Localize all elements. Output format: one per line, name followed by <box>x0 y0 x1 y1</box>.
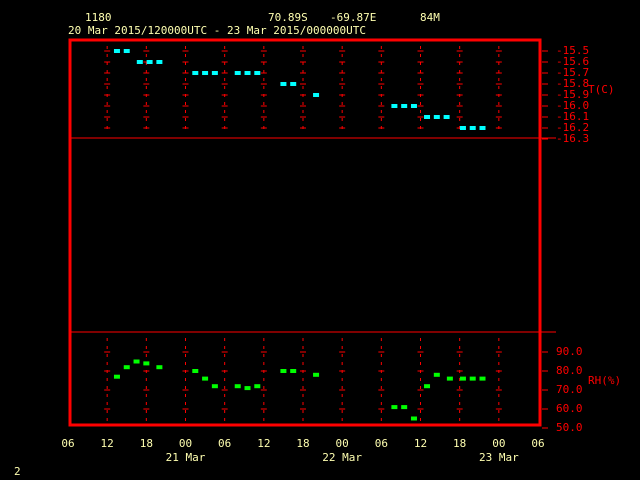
y-tick-label: -16.0 <box>556 99 589 112</box>
data-point <box>254 71 261 75</box>
data-point <box>192 369 199 373</box>
x-tick-label: 06 <box>531 437 544 450</box>
data-point <box>156 60 163 64</box>
data-point <box>479 126 486 130</box>
data-point <box>391 405 398 410</box>
y-tick-label: 50.0 <box>556 421 583 434</box>
data-point <box>459 126 466 130</box>
data-point <box>146 60 153 64</box>
data-point <box>254 384 261 389</box>
y-tick-label: 90.0 <box>556 345 583 358</box>
data-point <box>123 49 130 53</box>
x-tick-label: 00 <box>336 437 349 450</box>
data-point <box>479 376 486 381</box>
y-tick-label: -16.2 <box>556 121 589 134</box>
data-point <box>280 369 287 373</box>
data-point <box>192 71 199 75</box>
x-tick-label: 12 <box>257 437 270 450</box>
data-point <box>244 71 251 75</box>
data-point <box>211 384 218 389</box>
x-tick-label: 18 <box>296 437 309 450</box>
data-point <box>459 376 466 381</box>
x-day-label: 23 Mar <box>479 451 519 464</box>
data-point <box>234 71 241 75</box>
data-point <box>113 49 120 53</box>
y-tick-label: -16.1 <box>556 110 589 123</box>
data-point <box>211 71 218 75</box>
data-point <box>313 372 320 377</box>
data-point <box>469 126 476 130</box>
data-point <box>433 372 440 377</box>
data-point <box>469 376 476 381</box>
y-axis-label: T(C) <box>588 83 615 96</box>
x-tick-label: 06 <box>375 437 388 450</box>
data-point <box>156 365 163 370</box>
data-point <box>290 369 297 373</box>
longitude: -69.87E <box>330 11 376 24</box>
x-tick-label: 06 <box>61 437 74 450</box>
y-tick-label: -15.8 <box>556 77 589 90</box>
x-tick-label: 12 <box>101 437 114 450</box>
x-tick-label: 18 <box>453 437 466 450</box>
data-point <box>234 384 241 389</box>
x-day-label: 21 Mar <box>166 451 206 464</box>
data-point <box>424 384 431 389</box>
data-point <box>410 104 417 108</box>
data-point <box>244 386 251 391</box>
y-tick-label: -15.9 <box>556 88 589 101</box>
data-point <box>136 60 143 64</box>
data-point <box>313 93 320 97</box>
x-tick-label: 00 <box>492 437 505 450</box>
elevation: 84M <box>420 11 440 24</box>
data-point <box>446 376 453 381</box>
data-point <box>433 115 440 119</box>
data-point <box>143 361 150 366</box>
x-day-label: 22 Mar <box>322 451 362 464</box>
y-tick-label: -16.3 <box>556 132 589 145</box>
y-tick-label: -15.7 <box>556 66 589 79</box>
y-tick-label: -15.6 <box>556 55 589 68</box>
x-tick-label: 00 <box>179 437 192 450</box>
page-number: 2 <box>14 465 21 478</box>
data-point <box>401 104 408 108</box>
frame <box>68 38 542 427</box>
station-id: 1180 <box>85 11 112 24</box>
data-point <box>290 82 297 86</box>
period: 20 Mar 2015/120000UTC - 23 Mar 2015/0000… <box>68 24 366 37</box>
data-point <box>410 416 417 421</box>
latitude: 70.89S <box>268 11 308 24</box>
data-point <box>424 115 431 119</box>
y-axis-label: RH(%) <box>588 374 621 387</box>
x-tick-label: 18 <box>140 437 153 450</box>
data-point <box>113 374 120 379</box>
y-tick-label: -15.5 <box>556 44 589 57</box>
data-point <box>280 82 287 86</box>
data-point <box>401 405 408 410</box>
x-tick-label: 06 <box>218 437 231 450</box>
data-point <box>202 376 209 381</box>
data-point <box>202 71 209 75</box>
data-point <box>391 104 398 108</box>
data-point <box>443 115 450 119</box>
data-point <box>123 365 130 370</box>
y-tick-label: 60.0 <box>556 402 583 415</box>
y-tick-label: 70.0 <box>556 383 583 396</box>
y-tick-label: 80.0 <box>556 364 583 377</box>
data-point <box>133 359 140 364</box>
x-tick-label: 12 <box>414 437 427 450</box>
